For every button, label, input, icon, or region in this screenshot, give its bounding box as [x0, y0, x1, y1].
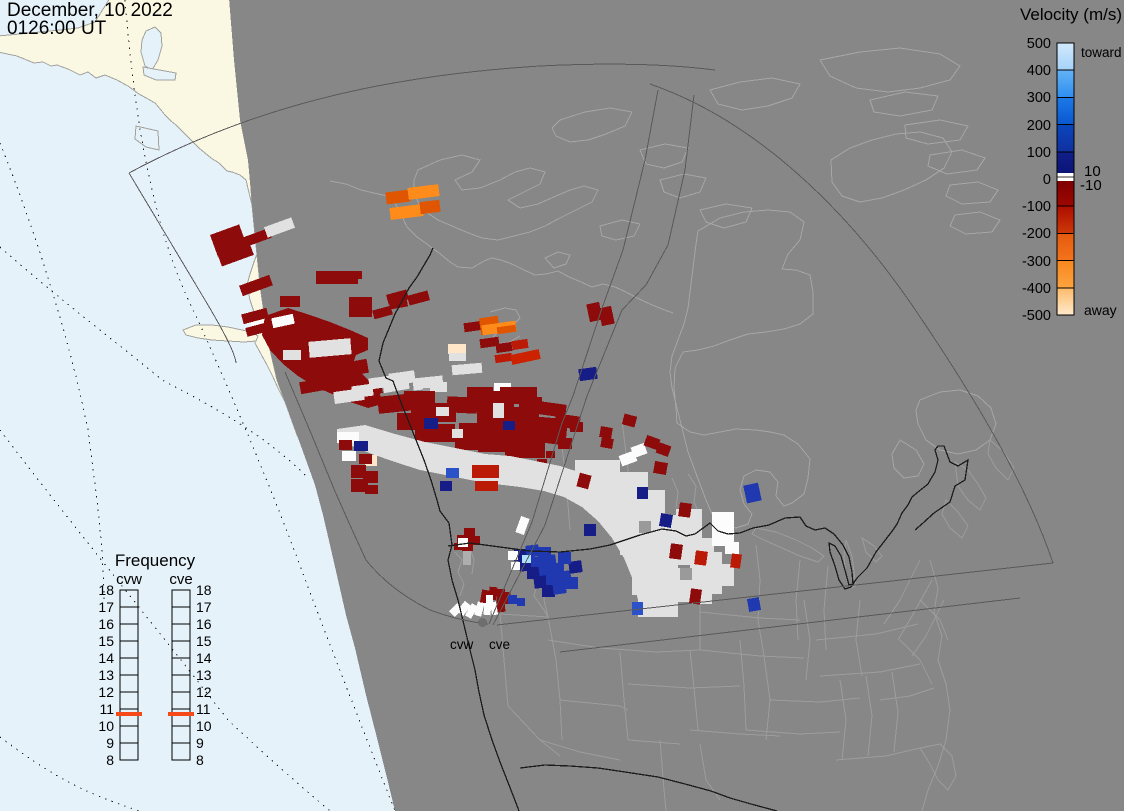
- svg-text:cvw: cvw: [450, 637, 474, 652]
- svg-text:200: 200: [1027, 118, 1051, 134]
- svg-text:December, 10 2022: December, 10 2022: [7, 0, 173, 21]
- svg-text:0126:00 UT: 0126:00 UT: [7, 18, 107, 39]
- svg-text:8: 8: [106, 752, 114, 768]
- svg-text:-500: -500: [1022, 308, 1051, 324]
- svg-text:-300: -300: [1022, 254, 1051, 270]
- svg-text:11: 11: [99, 701, 114, 717]
- svg-text:Frequency: Frequency: [115, 551, 196, 570]
- svg-text:11: 11: [196, 701, 211, 717]
- svg-text:15: 15: [98, 633, 114, 649]
- svg-text:13: 13: [196, 667, 212, 683]
- svg-text:16: 16: [196, 616, 212, 632]
- svg-text:cve: cve: [489, 637, 510, 652]
- svg-text:cve: cve: [169, 571, 192, 588]
- svg-text:100: 100: [1027, 145, 1051, 161]
- svg-text:-10: -10: [1080, 177, 1102, 194]
- svg-text:-400: -400: [1022, 281, 1051, 297]
- svg-text:14: 14: [98, 650, 114, 666]
- svg-text:16: 16: [98, 616, 114, 632]
- svg-text:cvw: cvw: [116, 571, 142, 588]
- svg-text:10: 10: [1084, 163, 1101, 180]
- svg-text:0: 0: [1043, 172, 1051, 188]
- svg-text:400: 400: [1027, 63, 1051, 79]
- svg-text:Velocity (m/s): Velocity (m/s): [1020, 5, 1122, 24]
- svg-text:13: 13: [98, 667, 114, 683]
- svg-text:9: 9: [196, 735, 204, 751]
- svg-text:away: away: [1084, 302, 1117, 318]
- svg-text:10: 10: [196, 718, 212, 734]
- svg-text:17: 17: [196, 599, 212, 615]
- svg-text:12: 12: [98, 684, 114, 700]
- svg-text:500: 500: [1027, 36, 1051, 52]
- svg-text:toward: toward: [1081, 45, 1122, 60]
- svg-text:18: 18: [196, 582, 212, 598]
- svg-text:300: 300: [1027, 90, 1051, 106]
- svg-text:9: 9: [106, 735, 114, 751]
- svg-text:17: 17: [98, 599, 114, 615]
- svg-text:8: 8: [196, 752, 204, 768]
- svg-text:18: 18: [98, 582, 114, 598]
- svg-text:15: 15: [196, 633, 212, 649]
- svg-text:-200: -200: [1022, 226, 1051, 242]
- svg-text:12: 12: [196, 684, 212, 700]
- svg-text:10: 10: [98, 718, 114, 734]
- svg-text:14: 14: [196, 650, 212, 666]
- svg-text:-100: -100: [1022, 199, 1051, 215]
